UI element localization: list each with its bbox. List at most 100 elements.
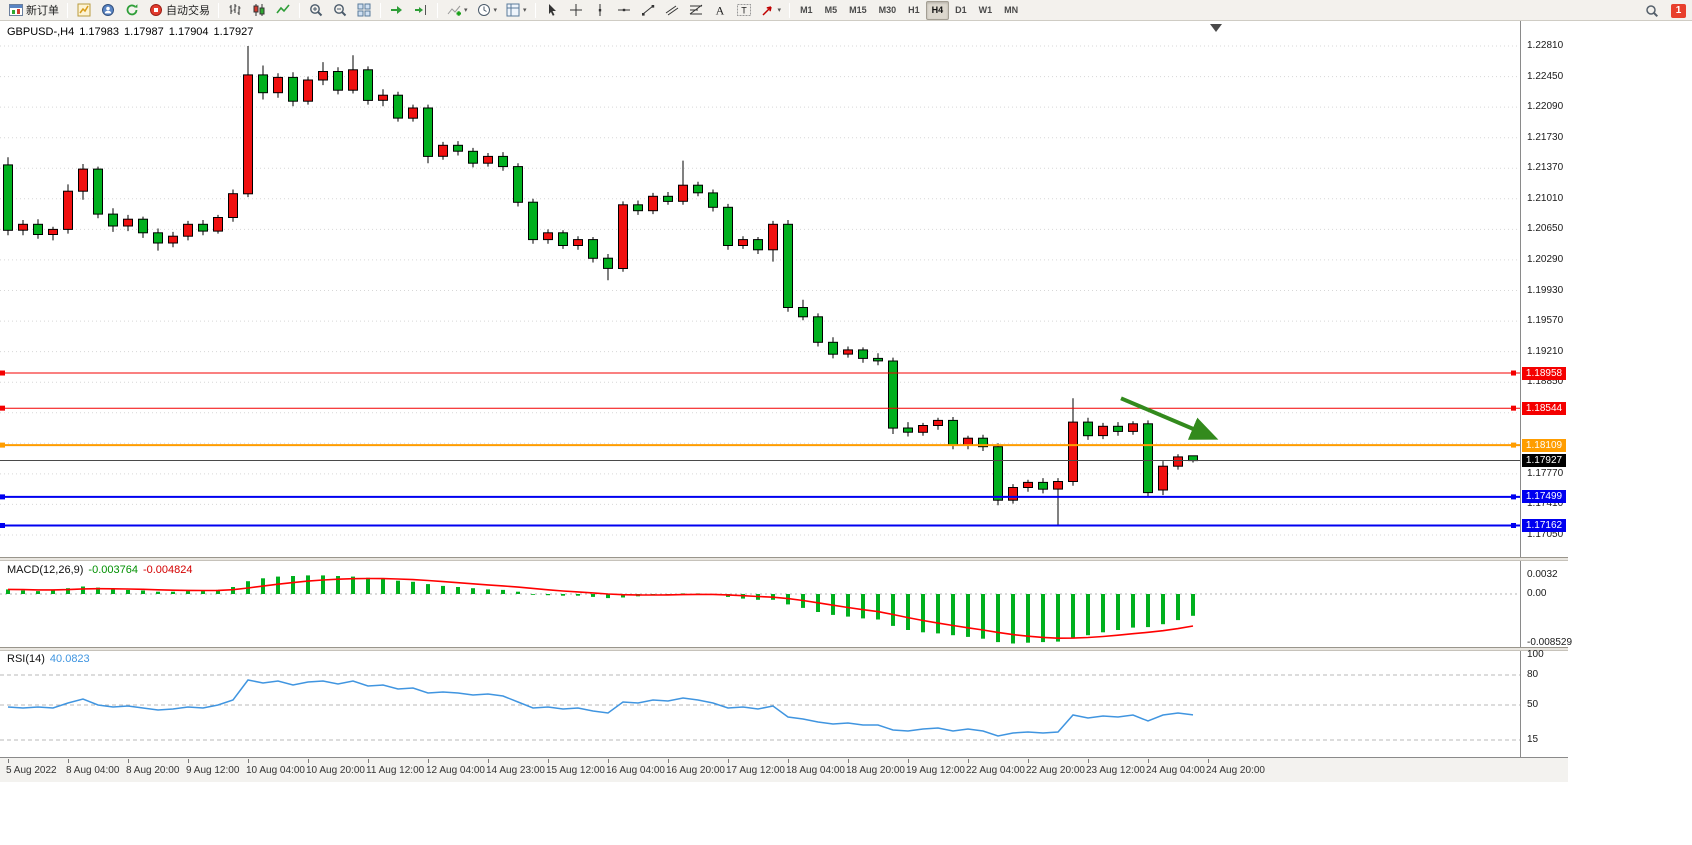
tf-m1-button[interactable]: M1 xyxy=(794,1,819,20)
trend-icon xyxy=(640,2,656,18)
price-axis-label: 1.19570 xyxy=(1527,315,1564,326)
candles-icon xyxy=(251,2,267,18)
arrow-icon xyxy=(760,2,776,18)
auto-scroll-button[interactable] xyxy=(385,1,409,20)
equidistant-channel-button[interactable] xyxy=(660,1,684,20)
notification-badge[interactable]: 1 xyxy=(1671,3,1686,18)
pane-separator-macd[interactable] xyxy=(0,557,1568,561)
zoom-group xyxy=(304,1,376,20)
time-axis-label: 8 Aug 20:00 xyxy=(126,765,180,776)
templates-button[interactable]: ▾ xyxy=(501,1,531,20)
tf-d1-button[interactable]: D1 xyxy=(949,1,973,20)
chart-shift-marker[interactable] xyxy=(1210,24,1222,32)
open-value: 1.17983 xyxy=(79,26,120,38)
candlestick-mode-button[interactable] xyxy=(247,1,271,20)
new-order-button[interactable]: 新订单 xyxy=(4,1,63,20)
zoom-in-button[interactable] xyxy=(304,1,328,20)
windows-group: 自动交易 xyxy=(72,1,214,20)
horizontal-line-object-1.17499[interactable] xyxy=(0,494,1520,500)
time-axis-tick xyxy=(308,759,309,763)
new-order-icon xyxy=(8,2,24,18)
time-axis-label: 19 Aug 12:00 xyxy=(906,765,965,776)
price-axis-label: 1.20290 xyxy=(1527,254,1564,265)
periods-button[interactable]: ▾ xyxy=(472,1,502,20)
fibonacci-button[interactable] xyxy=(684,1,708,20)
indicators-icon xyxy=(446,2,462,18)
tf-m15-button[interactable]: M15 xyxy=(843,1,873,20)
price-tag-1.18544: 1.18544 xyxy=(1522,402,1566,415)
dropdown-caret: ▾ xyxy=(777,6,782,14)
text-icon: A xyxy=(712,2,728,18)
time-axis-label: 22 Aug 20:00 xyxy=(1026,765,1085,776)
price-tag-1.17162: 1.17162 xyxy=(1522,519,1566,532)
label-icon: T xyxy=(736,2,752,18)
crosshair-button[interactable] xyxy=(564,1,588,20)
toolbar-separator xyxy=(380,2,381,18)
toolbar-groups: 新订单 自动交易 ▾ ▾ ▾ A T ▾ M1 M5 M15 M30 H1 H4 D1 W1 MN xyxy=(4,0,1024,21)
time-axis-tick xyxy=(428,759,429,763)
template-icon xyxy=(505,2,521,18)
pane-separator-rsi[interactable] xyxy=(0,647,1568,651)
arrows-button[interactable]: ▾ xyxy=(756,1,786,20)
rsi-pane[interactable] xyxy=(0,651,1568,757)
bar-chart-mode-button[interactable] xyxy=(223,1,247,20)
time-axis-tick xyxy=(188,759,189,763)
autotrading-button[interactable]: 自动交易 xyxy=(144,1,214,20)
autoscroll-icon xyxy=(389,2,405,18)
time-axis-tick xyxy=(1148,759,1149,763)
zoom-out-button[interactable] xyxy=(328,1,352,20)
macd-pane[interactable] xyxy=(0,561,1568,647)
time-axis-tick xyxy=(8,759,9,763)
indicators-button[interactable]: ▾ xyxy=(442,1,472,20)
tile-windows-button[interactable] xyxy=(352,1,376,20)
time-axis-tick xyxy=(488,759,489,763)
rsi-value: 40.0823 xyxy=(49,653,90,665)
tf-mn-button[interactable]: MN xyxy=(998,1,1024,20)
trend-arrow-object[interactable] xyxy=(1120,396,1219,440)
time-axis[interactable]: 5 Aug 2022 8 Aug 04:00 8 Aug 20:00 9 Aug 12… xyxy=(0,757,1568,782)
chart-shift-button[interactable] xyxy=(409,1,433,20)
fibo-icon xyxy=(688,2,704,18)
horizontal-line-object-1.18958[interactable] xyxy=(0,370,1520,376)
price-gridlines xyxy=(0,45,1520,536)
time-axis-tick xyxy=(968,759,969,763)
time-axis-tick xyxy=(728,759,729,763)
text-label-button[interactable]: T xyxy=(732,1,756,20)
macd-axis-label: 0.0032 xyxy=(1527,569,1558,580)
horizontal-line-object-1.18544[interactable] xyxy=(0,405,1520,411)
tf-m5-button[interactable]: M5 xyxy=(819,1,844,20)
macd-signal-value: -0.004824 xyxy=(142,564,193,576)
profiles-button[interactable] xyxy=(96,1,120,20)
time-axis-tick xyxy=(1088,759,1089,763)
line-chart-mode-button[interactable] xyxy=(271,1,295,20)
horizontal-line-object-1.17162[interactable] xyxy=(0,522,1520,528)
refresh-button[interactable] xyxy=(120,1,144,20)
vertical-line-button[interactable] xyxy=(588,1,612,20)
channel-icon xyxy=(664,2,680,18)
search-button[interactable] xyxy=(1640,1,1664,20)
price-chart-pane[interactable] xyxy=(0,21,1568,557)
time-axis-label: 5 Aug 2022 xyxy=(6,765,57,776)
cursor-button[interactable] xyxy=(540,1,564,20)
bars-icon xyxy=(227,2,243,18)
time-axis-label: 16 Aug 04:00 xyxy=(606,765,665,776)
trendline-button[interactable] xyxy=(636,1,660,20)
autotrading-label: 自动交易 xyxy=(166,5,210,17)
tf-h1-button[interactable]: H1 xyxy=(902,1,926,20)
text-button[interactable]: A xyxy=(708,1,732,20)
tf-h4-button[interactable]: H4 xyxy=(925,0,950,20)
price-axis[interactable]: 1.22810 1.22450 1.22090 1.21730 1.21370 1.210… xyxy=(1521,0,1692,845)
candlestick-series xyxy=(3,46,1198,526)
tf-w1-button[interactable]: W1 xyxy=(973,1,999,20)
tf-m30-button[interactable]: M30 xyxy=(873,1,903,20)
profiles-icon xyxy=(100,2,116,18)
horizontal-line-button[interactable] xyxy=(612,1,636,20)
price-axis-label: 1.20650 xyxy=(1527,223,1564,234)
macd-name: MACD(12,26,9) xyxy=(7,564,84,576)
horizontal-line-object-1.18109[interactable] xyxy=(0,442,1520,448)
new-chart-button[interactable] xyxy=(72,1,96,20)
scroll-group xyxy=(385,1,433,20)
new-chart-icon xyxy=(76,2,92,18)
vline-icon xyxy=(592,2,608,18)
insert-group: ▾ ▾ ▾ xyxy=(442,1,531,20)
